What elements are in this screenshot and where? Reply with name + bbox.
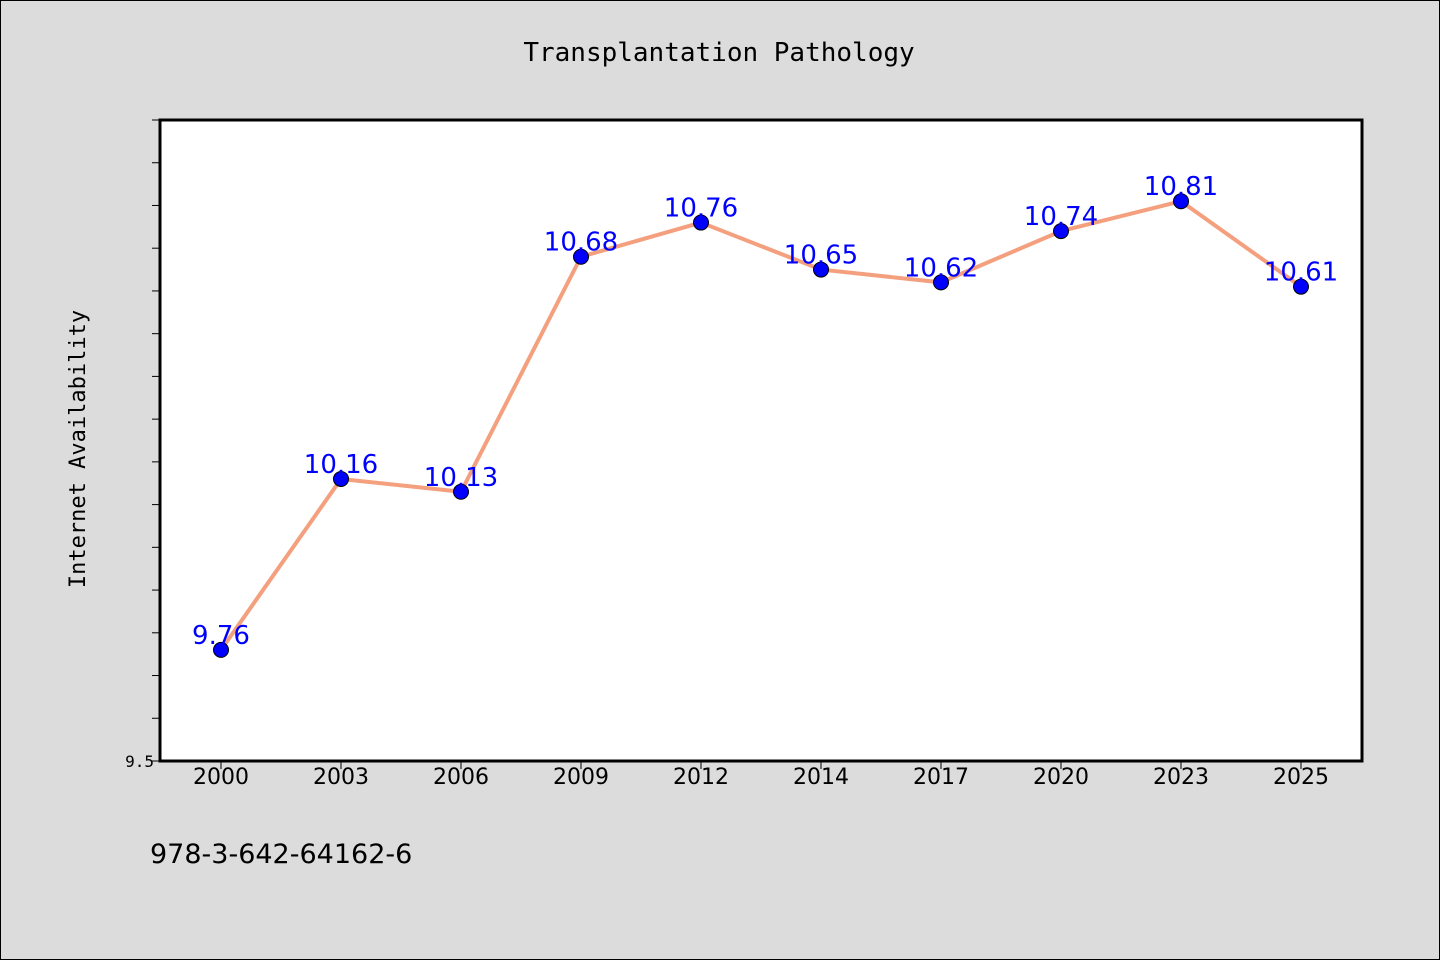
data-label: 10.81 — [1144, 172, 1218, 202]
chart-title: Transplantation Pathology — [523, 38, 914, 68]
plot-area — [158, 118, 1364, 763]
data-point-marker — [333, 470, 349, 487]
footer-id-text: 978-3-642-64162-6 — [150, 839, 412, 870]
data-label: 10.62 — [904, 253, 978, 283]
x-tick-label: 2003 — [313, 765, 369, 790]
x-tick-label: 2012 — [673, 765, 729, 790]
data-point-marker — [213, 641, 229, 658]
data-point-marker — [693, 214, 709, 231]
y-tick-label: 9.5 — [125, 752, 154, 771]
data-label: 10.68 — [544, 228, 618, 258]
data-point-marker — [933, 274, 949, 291]
data-label: 10.13 — [424, 463, 498, 493]
y-axis-label: Internet Availability — [66, 310, 91, 588]
data-label: 10.65 — [784, 241, 858, 271]
x-tick-label: 2006 — [433, 765, 489, 790]
x-tick-label: 2014 — [793, 765, 849, 790]
x-tick-label: 2000 — [193, 765, 249, 790]
data-label: 10.76 — [664, 194, 738, 224]
markers-group — [213, 193, 1309, 658]
x-tick-label: 2023 — [1153, 765, 1209, 790]
data-point-marker — [573, 248, 589, 265]
x-tick-label: 2025 — [1273, 765, 1329, 790]
data-label: 10.74 — [1024, 202, 1098, 232]
x-tick-label: 2020 — [1033, 765, 1089, 790]
data-point-marker — [813, 261, 829, 278]
series-line-group — [219, 199, 1303, 652]
data-label: 9.76 — [192, 621, 250, 651]
series-line — [219, 199, 1303, 652]
data-point-marker — [1293, 278, 1309, 295]
data-label: 10.61 — [1264, 258, 1338, 288]
data-point-marker — [1053, 223, 1069, 240]
x-ticks: 2000 2003 2006 2009 2012 2014 2017 2020 2023 2025 — [193, 761, 1329, 790]
data-labels-group: 9.76 10.16 10.13 10.68 10.76 10.65 10.62 10.74 1… — [192, 172, 1338, 651]
data-point-marker — [1173, 193, 1189, 210]
x-tick-label: 2009 — [553, 765, 609, 790]
data-point-marker — [453, 483, 469, 500]
x-tick-label: 2017 — [913, 765, 969, 790]
y-ticks: 9.5 — [125, 119, 160, 771]
data-label: 10.16 — [304, 450, 378, 480]
